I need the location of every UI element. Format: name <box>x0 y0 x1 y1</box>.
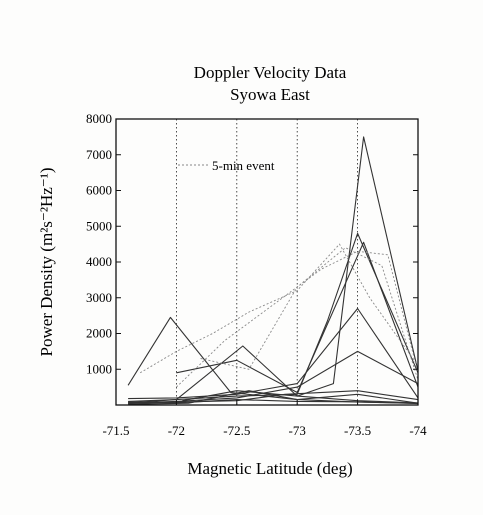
series-line-4 <box>128 307 419 400</box>
series-layer <box>127 136 419 405</box>
legend: 5-min event <box>178 158 275 173</box>
x-tick-label-2: -72.5 <box>223 423 250 438</box>
series-line-9 <box>128 399 419 405</box>
y-tick-label-6: 7000 <box>86 147 112 162</box>
x-tick-label-3: -73 <box>289 423 306 438</box>
series-line-8 <box>128 390 419 405</box>
y-tick-label-2: 3000 <box>86 290 112 305</box>
y-tick-label-0: 1000 <box>86 361 112 376</box>
x-tick-label-5: -74 <box>409 423 427 438</box>
y-ticks: 1000 2000 3000 4000 5000 6000 7000 8000 <box>86 111 418 376</box>
x-tick-label-4: -73.5 <box>344 423 371 438</box>
x-tick-label-0: -71.5 <box>102 423 129 438</box>
series-line-6 <box>128 350 419 404</box>
chart-title: Doppler Velocity Data <box>194 63 347 82</box>
y-tick-label-4: 5000 <box>86 218 112 233</box>
x-ticks: -71.5 -72 -72.5 -73 -73.5 -74 <box>102 400 427 438</box>
y-tick-label-5: 6000 <box>86 183 112 198</box>
y-tick-label-1: 2000 <box>86 326 112 341</box>
chart-subtitle: Syowa East <box>230 85 310 104</box>
series-line-10 <box>139 243 419 374</box>
y-tick-label-7: 8000 <box>86 111 112 126</box>
y-axis-label: Power Density (m²s⁻²Hz⁻¹) <box>37 167 56 356</box>
series-line-5 <box>128 232 419 402</box>
series-line-2 <box>176 241 419 394</box>
legend-label-event: 5-min event <box>212 158 275 173</box>
series-line-12 <box>200 247 419 381</box>
x-axis-label: Magnetic Latitude (deg) <box>187 459 352 478</box>
series-line-3 <box>182 136 419 402</box>
x-tick-label-1: -72 <box>168 423 185 438</box>
y-tick-label-3: 4000 <box>86 254 112 269</box>
